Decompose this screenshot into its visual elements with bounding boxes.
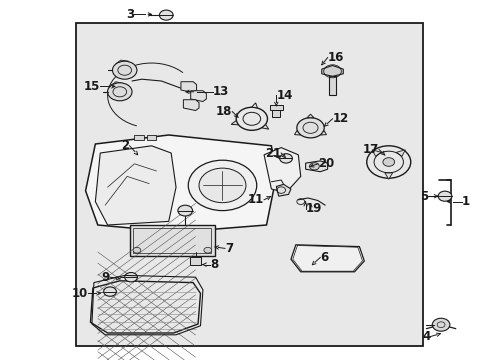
- Circle shape: [178, 205, 192, 216]
- FancyBboxPatch shape: [76, 23, 422, 346]
- Circle shape: [188, 160, 256, 211]
- Polygon shape: [396, 150, 405, 156]
- Circle shape: [431, 318, 449, 331]
- Circle shape: [296, 118, 324, 138]
- Text: 10: 10: [72, 287, 88, 300]
- Polygon shape: [371, 150, 380, 156]
- Circle shape: [159, 10, 173, 20]
- Bar: [328, 76, 336, 95]
- Polygon shape: [231, 121, 238, 125]
- Polygon shape: [116, 60, 130, 67]
- Bar: [133, 228, 211, 253]
- Bar: [272, 110, 280, 117]
- Circle shape: [103, 287, 116, 296]
- Polygon shape: [90, 281, 200, 333]
- Circle shape: [203, 247, 211, 253]
- Text: 17: 17: [362, 143, 378, 156]
- Circle shape: [279, 154, 292, 163]
- Text: 21: 21: [264, 147, 281, 159]
- Polygon shape: [321, 66, 343, 76]
- Circle shape: [309, 163, 319, 170]
- Text: 5: 5: [419, 190, 427, 203]
- Text: 3: 3: [126, 8, 134, 21]
- Text: 4: 4: [421, 330, 429, 343]
- Bar: [269, 105, 282, 110]
- Text: 20: 20: [317, 157, 333, 170]
- Polygon shape: [85, 135, 276, 232]
- Polygon shape: [290, 245, 364, 272]
- Polygon shape: [251, 103, 257, 108]
- Bar: [134, 135, 144, 140]
- Polygon shape: [294, 131, 300, 135]
- Polygon shape: [384, 173, 392, 179]
- Text: 2: 2: [121, 139, 129, 152]
- Polygon shape: [320, 131, 326, 135]
- Text: 1: 1: [461, 195, 469, 208]
- Text: 9: 9: [102, 271, 110, 284]
- Polygon shape: [276, 184, 290, 196]
- Circle shape: [124, 273, 137, 282]
- Bar: [129, 225, 215, 256]
- Circle shape: [199, 168, 245, 203]
- Polygon shape: [111, 82, 125, 90]
- Text: 19: 19: [305, 202, 321, 215]
- Circle shape: [236, 107, 267, 130]
- Text: 16: 16: [327, 51, 343, 64]
- Text: 14: 14: [276, 89, 292, 102]
- Circle shape: [366, 146, 410, 178]
- Bar: [146, 135, 156, 140]
- Polygon shape: [95, 146, 176, 225]
- Polygon shape: [262, 125, 268, 129]
- Polygon shape: [264, 148, 300, 193]
- Bar: [189, 257, 201, 265]
- Polygon shape: [305, 161, 327, 172]
- Text: 18: 18: [216, 105, 232, 118]
- Polygon shape: [306, 114, 313, 118]
- Text: 6: 6: [320, 251, 328, 264]
- Circle shape: [112, 61, 137, 79]
- Circle shape: [382, 158, 394, 166]
- Polygon shape: [181, 82, 196, 93]
- Polygon shape: [190, 91, 206, 102]
- Circle shape: [107, 83, 132, 101]
- Circle shape: [437, 191, 451, 201]
- Text: 7: 7: [224, 242, 233, 255]
- Text: 8: 8: [210, 258, 218, 271]
- Text: 15: 15: [84, 80, 100, 93]
- Text: 12: 12: [332, 112, 348, 125]
- Text: 11: 11: [247, 193, 264, 206]
- Polygon shape: [183, 100, 199, 111]
- Circle shape: [133, 247, 141, 253]
- Text: 13: 13: [212, 85, 228, 98]
